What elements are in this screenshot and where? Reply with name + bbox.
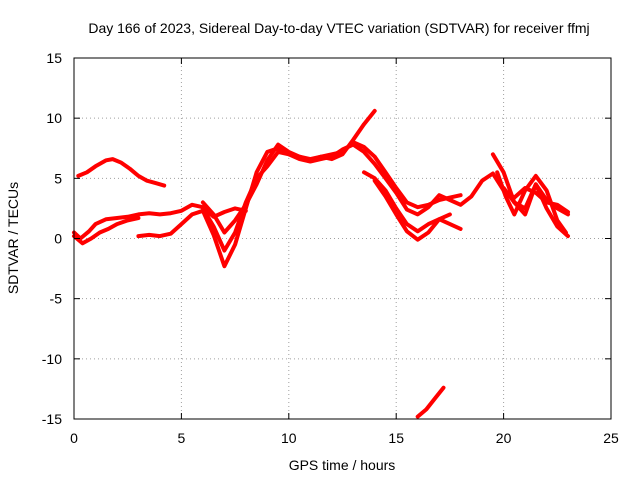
y-tick-label: 5 [54, 170, 62, 186]
y-tick-label: -10 [42, 351, 62, 367]
y-tick-label: 15 [46, 50, 62, 66]
series-line-track-4 [136, 108, 377, 269]
x-tick-label: 10 [281, 430, 297, 446]
y-tick-label: 10 [46, 110, 62, 126]
series-layer [72, 108, 570, 419]
tick-layer: 0 5 10 15 20 25 -15 -10 -5 0 5 10 15 [42, 50, 619, 446]
series-line-track-1 [76, 157, 167, 188]
grid-layer [74, 58, 611, 419]
x-tick-label: 25 [603, 430, 619, 446]
series-line-track-7 [362, 170, 463, 234]
y-tick-label: 0 [54, 231, 62, 247]
x-tick-label: 0 [70, 430, 78, 446]
series-line-track-11 [501, 182, 570, 217]
y-tick-label: -15 [42, 411, 62, 427]
series-line-track-8 [372, 178, 452, 242]
x-tick-label: 15 [388, 430, 404, 446]
series-line-track-3 [72, 216, 141, 246]
x-axis-label: GPS time / hours [289, 457, 396, 473]
x-tick-label: 20 [496, 430, 512, 446]
series-line-track-12 [415, 385, 446, 419]
series-line-track-10 [495, 170, 568, 235]
x-tick-label: 5 [178, 430, 186, 446]
y-tick-label: -5 [50, 291, 63, 307]
y-axis-label: SDTVAR / TECUs [5, 182, 21, 294]
chart-title: Day 166 of 2023, Sidereal Day-to-day VTE… [88, 20, 589, 36]
